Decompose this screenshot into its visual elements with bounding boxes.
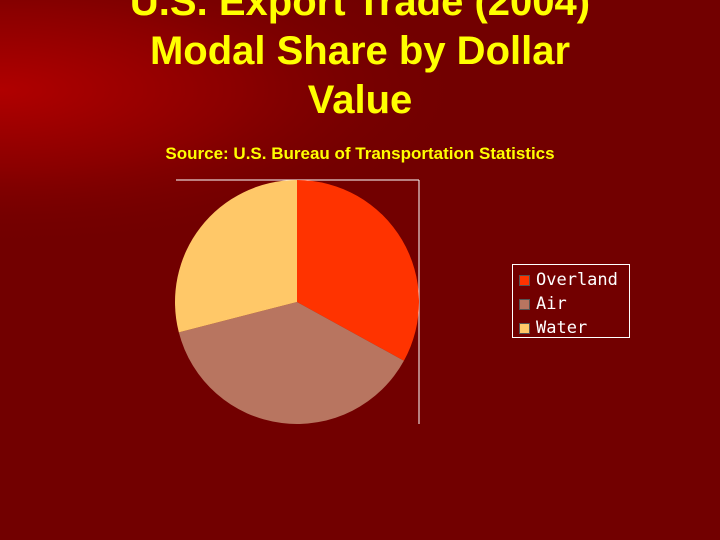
legend-label-water: Water — [536, 317, 588, 338]
slide-title: U.S. Export Trade (2004) Modal Share by … — [0, 0, 720, 125]
legend-label-overland: Overland — [536, 269, 618, 290]
pie-slice-overland — [297, 180, 419, 361]
legend-item-air: Air — [519, 292, 629, 316]
pie-slice-air — [178, 302, 404, 425]
legend-swatch-water — [519, 322, 530, 334]
legend-swatch-overland — [519, 274, 530, 286]
legend-swatch-air — [519, 298, 530, 310]
legend-label-air: Air — [536, 293, 567, 314]
title-line-3: Value — [307, 78, 413, 122]
pie-slice-water — [175, 180, 297, 333]
legend-item-water: Water — [519, 316, 629, 340]
source-text: Source: U.S. Bureau of Transportation St… — [165, 144, 555, 163]
chart-legend: Overland Air Water — [512, 264, 630, 338]
legend-item-overland: Overland — [519, 268, 629, 292]
title-line-1: U.S. Export Trade (2004) — [129, 0, 591, 24]
title-line-2: Modal Share by Dollar — [149, 29, 571, 73]
